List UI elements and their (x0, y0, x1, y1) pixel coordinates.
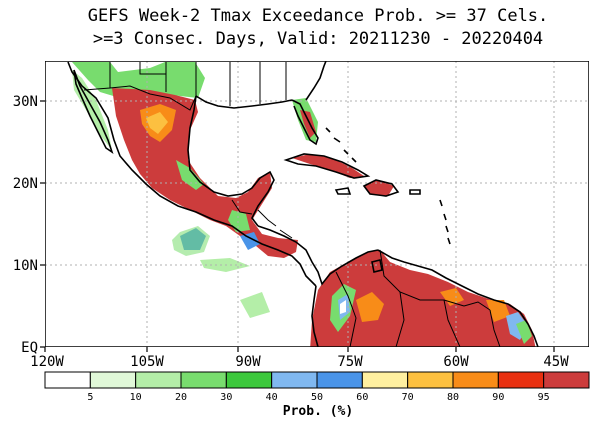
coast-jamaica (334, 187, 352, 195)
lon-label: 90W (235, 354, 261, 370)
legend-tick-label: 95 (538, 392, 550, 403)
coast-lake-maracaibo (371, 259, 383, 273)
legend-swatch (225, 371, 273, 389)
lon-label: 120W (30, 354, 64, 370)
prob-region-south-america-red (310, 250, 536, 347)
lat-label: EQ (21, 340, 38, 356)
legend-tick-label: 30 (220, 392, 232, 403)
coast-bahamas (325, 127, 357, 163)
border-central-america (231, 199, 293, 239)
legend-swatch (543, 371, 590, 389)
title-line-1: GEFS Week-2 Tmax Exceedance Prob. >= 37 … (88, 6, 549, 26)
coast-hispaniola (362, 179, 400, 197)
prob-region-florida-red (300, 110, 316, 138)
legend-tick-label: 5 (87, 392, 93, 403)
legend-tick-label: 40 (266, 392, 278, 403)
legend-tick-label: 90 (492, 392, 504, 403)
coast-south-america-north (377, 249, 539, 347)
legend-swatch (180, 371, 227, 389)
legend-swatch (407, 371, 454, 389)
coast-gulf (187, 95, 293, 227)
axis-ticks (40, 100, 555, 352)
legend-title: Prob. (%) (283, 404, 353, 419)
legend-swatch (361, 371, 409, 389)
lon-label: 45W (543, 354, 569, 370)
coast-east-us (305, 61, 327, 101)
lat-label: 10N (13, 258, 38, 274)
legend-tick-label: 60 (356, 392, 368, 403)
border-us-states (109, 62, 287, 106)
prob-region-sa-white (340, 300, 346, 314)
prob-region-sa-orange-1 (356, 292, 384, 322)
legend-tick-label: 70 (402, 392, 414, 403)
prob-region-hispaniola-red (364, 180, 394, 196)
legend-swatch (271, 371, 318, 389)
legend-tick-label: 50 (311, 392, 323, 403)
legend-colorbar (44, 371, 590, 389)
lon-label: 75W (337, 354, 363, 370)
prob-region-sa-east-green (516, 320, 532, 344)
prob-region-cuba-red (292, 154, 364, 178)
coastlines (67, 61, 539, 347)
prob-region-mexico-yellow (146, 112, 168, 134)
legend-swatch (497, 371, 545, 389)
border-south-america (335, 249, 501, 347)
graticule (45, 61, 589, 347)
coast-puerto-rico (409, 189, 421, 195)
prob-region-pacific-blue-2 (240, 232, 260, 250)
lat-label: 20N (13, 176, 38, 192)
legend-tick-labels: 5 10 20 30 40 50 60 70 80 90 95 (87, 392, 549, 403)
coast-cuba (283, 153, 371, 179)
coast-florida (291, 99, 319, 146)
longitude-labels: 120W 105W 90W 75W 60W 45W (30, 354, 569, 370)
lat-label: 30N (13, 94, 38, 110)
prob-region-sa-orange-2 (440, 288, 464, 306)
lon-label: 105W (130, 354, 164, 370)
legend-swatch (89, 371, 137, 389)
map-panel (45, 61, 589, 347)
coast-south-america-west (311, 285, 319, 347)
coast-lesser-antilles (439, 199, 451, 245)
legend-swatch (135, 371, 182, 389)
latitude-labels: 30N 20N 10N EQ (13, 94, 38, 356)
legend-swatch (452, 371, 499, 389)
legend-swatch (44, 371, 91, 389)
title-line-2: >=3 Consec. Days, Valid: 20211230 - 2022… (93, 29, 543, 49)
coast-baja (73, 69, 114, 154)
prob-region-north-green (72, 62, 205, 98)
prob-region-pacific-green-3 (240, 292, 270, 318)
coast-us-mexico-pacific (67, 61, 317, 287)
prob-region-sa-orange-3 (486, 300, 510, 322)
coast-central-america (257, 225, 379, 286)
legend-tick-label: 20 (175, 392, 187, 403)
prob-region-pacific-green-1 (172, 226, 210, 256)
legend-tick-label: 10 (130, 392, 142, 403)
legend-tick-label: 80 (447, 392, 459, 403)
country-borders (83, 62, 501, 347)
legend-swatch (316, 371, 363, 389)
lon-label: 60W (443, 354, 469, 370)
